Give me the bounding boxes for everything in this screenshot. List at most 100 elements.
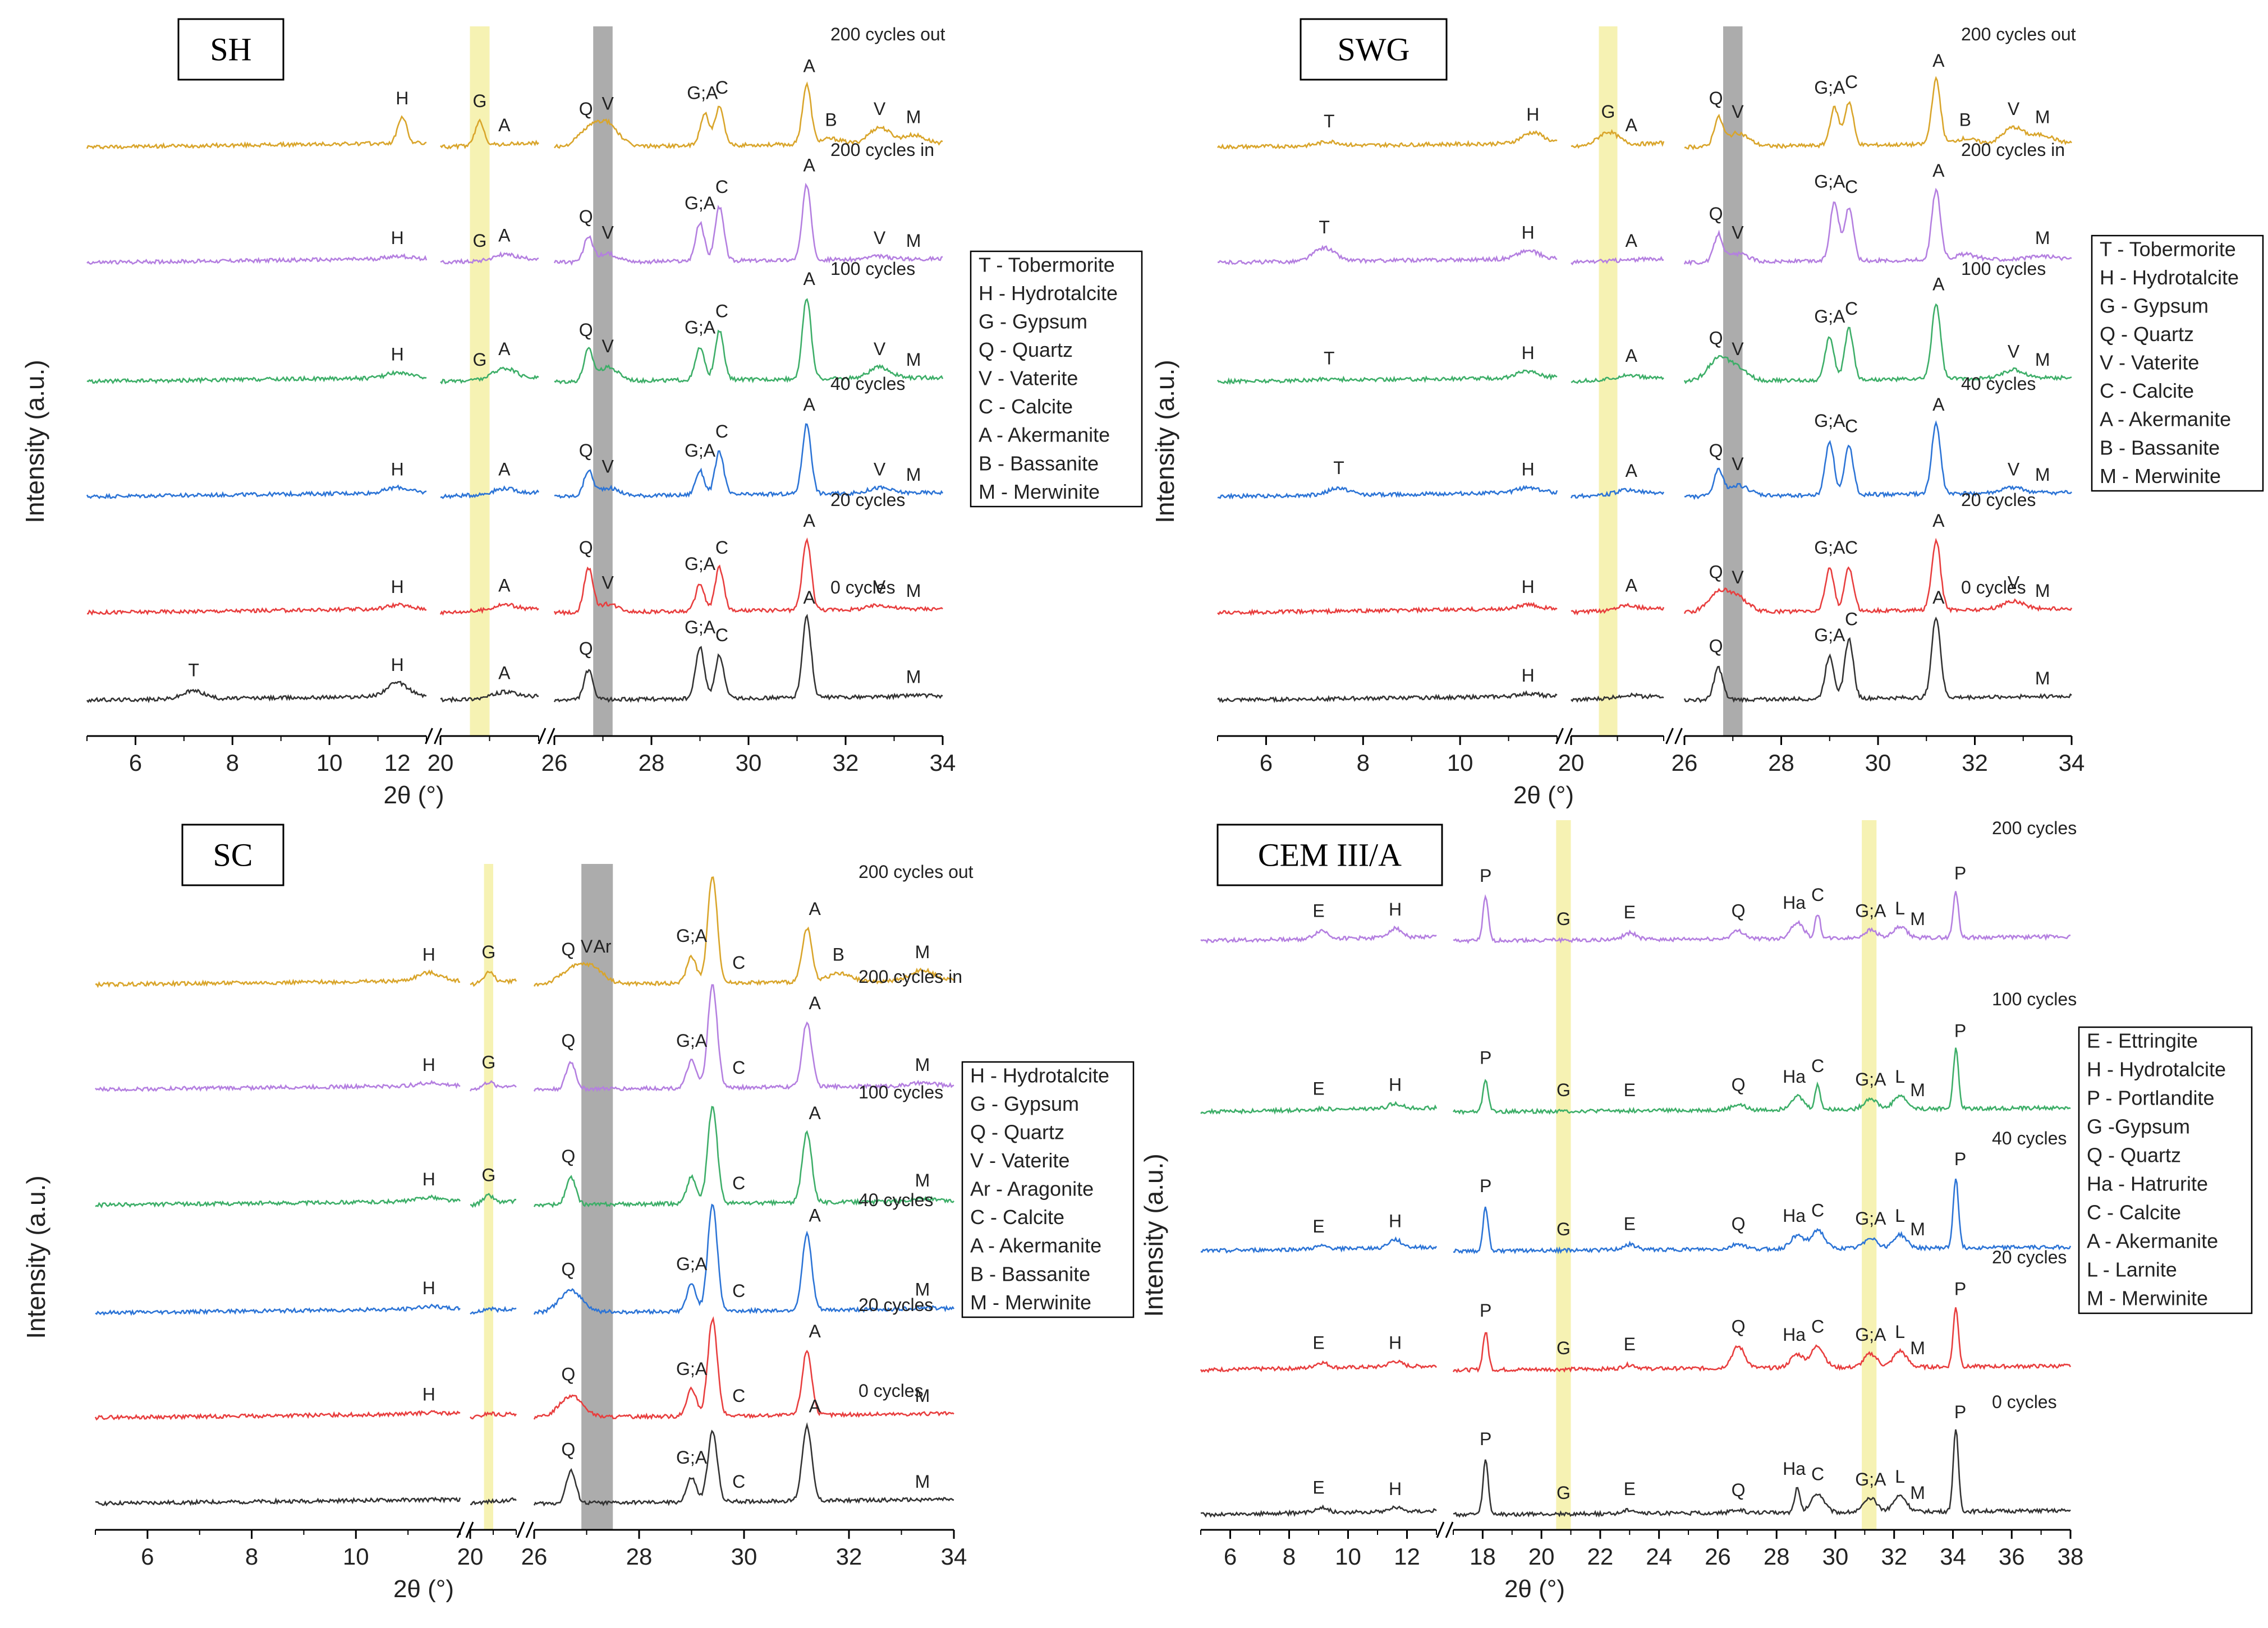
phase-label: V — [2008, 459, 2020, 479]
series-line — [554, 81, 943, 150]
phase-label: A — [498, 575, 511, 595]
phase-label: M — [915, 1471, 930, 1492]
phase-label: G;A — [685, 554, 716, 574]
phase-label: H — [1389, 1332, 1402, 1353]
phase-label: A — [809, 1206, 821, 1226]
legend-entry: G - Gypsum — [979, 310, 1087, 333]
series-line — [1200, 925, 1437, 944]
phase-label: Q — [561, 939, 575, 959]
legend-entry: V - Vaterite — [979, 367, 1078, 390]
x-tick-label: 18 — [1470, 1543, 1496, 1570]
highlight-band-2 — [581, 864, 613, 1530]
panel-title: SWG — [1338, 31, 1410, 67]
phase-label: Q — [561, 1031, 575, 1051]
x-tick-label: 36 — [1999, 1543, 2025, 1570]
legend-entry: L - Larnite — [2087, 1258, 2177, 1281]
series-line — [1453, 1429, 2071, 1518]
legend-box — [2078, 1026, 2253, 1314]
phase-label: M — [1910, 1338, 1925, 1358]
phase-label: M — [915, 1170, 930, 1190]
x-tick-label: 28 — [626, 1543, 653, 1570]
phase-label: M — [1910, 1080, 1925, 1100]
phase-label: G;A — [1814, 537, 1845, 558]
phase-label: M — [2035, 228, 2050, 248]
panel-title-box — [181, 824, 284, 886]
phase-label: M — [915, 1386, 930, 1406]
phase-label: E — [1312, 1216, 1324, 1236]
x-tick-label: 8 — [1357, 749, 1370, 776]
legend-entry: H - Hydrotalcite — [2100, 266, 2239, 289]
x-tick-label: 6 — [1260, 749, 1273, 776]
phase-label: A — [803, 394, 815, 415]
legend-entry: Q - Quartz — [2100, 323, 2194, 346]
series-line — [1571, 128, 1665, 149]
phase-label: P — [1954, 1149, 1966, 1169]
legend-entry: T - Tobermorite — [979, 253, 1115, 276]
phase-label: H — [391, 459, 404, 479]
phase-label: G — [1557, 1483, 1571, 1503]
legend-box — [970, 250, 1143, 508]
phase-label: C — [715, 77, 728, 98]
series-line — [470, 1411, 517, 1420]
series-label: 100 cycles — [1992, 989, 2077, 1009]
phase-label: E — [1312, 1079, 1324, 1099]
phase-label: M — [2035, 465, 2050, 485]
phase-label: A — [803, 155, 815, 176]
phase-label: L — [1895, 1066, 1905, 1087]
phase-label: C — [1811, 1056, 1824, 1076]
series-line — [86, 370, 427, 385]
series-line — [533, 876, 954, 987]
x-tick-label: 34 — [2059, 749, 2085, 776]
panel-title: SH — [210, 31, 251, 67]
phase-label: T — [1324, 111, 1335, 131]
x-tick-label: 30 — [731, 1543, 757, 1570]
x-axis-title: 2θ (°) — [393, 1575, 454, 1603]
phase-label: Ha — [1783, 1066, 1806, 1087]
legend-entry: G - Gypsum — [2100, 295, 2209, 318]
axis-break-mark — [425, 728, 433, 744]
series-line — [1452, 1047, 2071, 1115]
legend-entry: B - Bassanite — [2100, 436, 2220, 459]
phase-label: G;A — [687, 82, 718, 103]
phase-label: L — [1895, 1466, 1905, 1487]
series-line — [439, 602, 539, 616]
phase-label: G;A — [685, 317, 716, 337]
axis-break-mark — [525, 1521, 534, 1538]
phase-label: V — [874, 577, 886, 597]
phase-label: V — [602, 94, 614, 114]
series-label: 200 cycles out — [858, 862, 974, 882]
phase-label: V — [874, 459, 886, 479]
phase-label: M — [2035, 581, 2050, 601]
series-label: 20 cycles — [1961, 490, 2036, 510]
phase-label: G;A — [1855, 1325, 1886, 1345]
x-tick-label: 32 — [833, 749, 859, 776]
phase-label: G;A — [1814, 306, 1845, 326]
series-line — [87, 602, 427, 616]
x-tick-label: 8 — [226, 749, 239, 776]
phase-label: G — [473, 91, 487, 111]
x-tick-label: 24 — [1646, 1543, 1672, 1570]
legend-box — [961, 1061, 1135, 1318]
x-tick-label: 20 — [1558, 749, 1585, 776]
phase-label: V — [1732, 567, 1744, 587]
phase-label: P — [1954, 1279, 1966, 1299]
phase-label: C — [1845, 298, 1858, 319]
series-line — [440, 118, 539, 150]
phase-label: T — [188, 660, 199, 680]
phase-label: E — [1624, 1334, 1636, 1354]
phase-label: A — [498, 339, 511, 359]
series-line — [95, 969, 461, 988]
series-line — [95, 1496, 461, 1507]
phase-label: Ar — [594, 936, 612, 956]
legend-entry: Q - Quartz — [970, 1121, 1064, 1144]
series-label: 0 cycles — [1961, 577, 2026, 597]
phase-label: A — [1626, 346, 1638, 366]
phase-label: V — [602, 573, 614, 593]
series-line — [86, 484, 427, 499]
legend-entry: C - Calcite — [2087, 1201, 2181, 1224]
legend-entry: A - Akermanite — [2087, 1230, 2218, 1253]
phase-label: G — [1601, 102, 1615, 122]
highlight-band-1 — [1556, 820, 1571, 1530]
legend-entry: Ar - Aragonite — [970, 1178, 1094, 1201]
series-line — [1217, 601, 1558, 617]
